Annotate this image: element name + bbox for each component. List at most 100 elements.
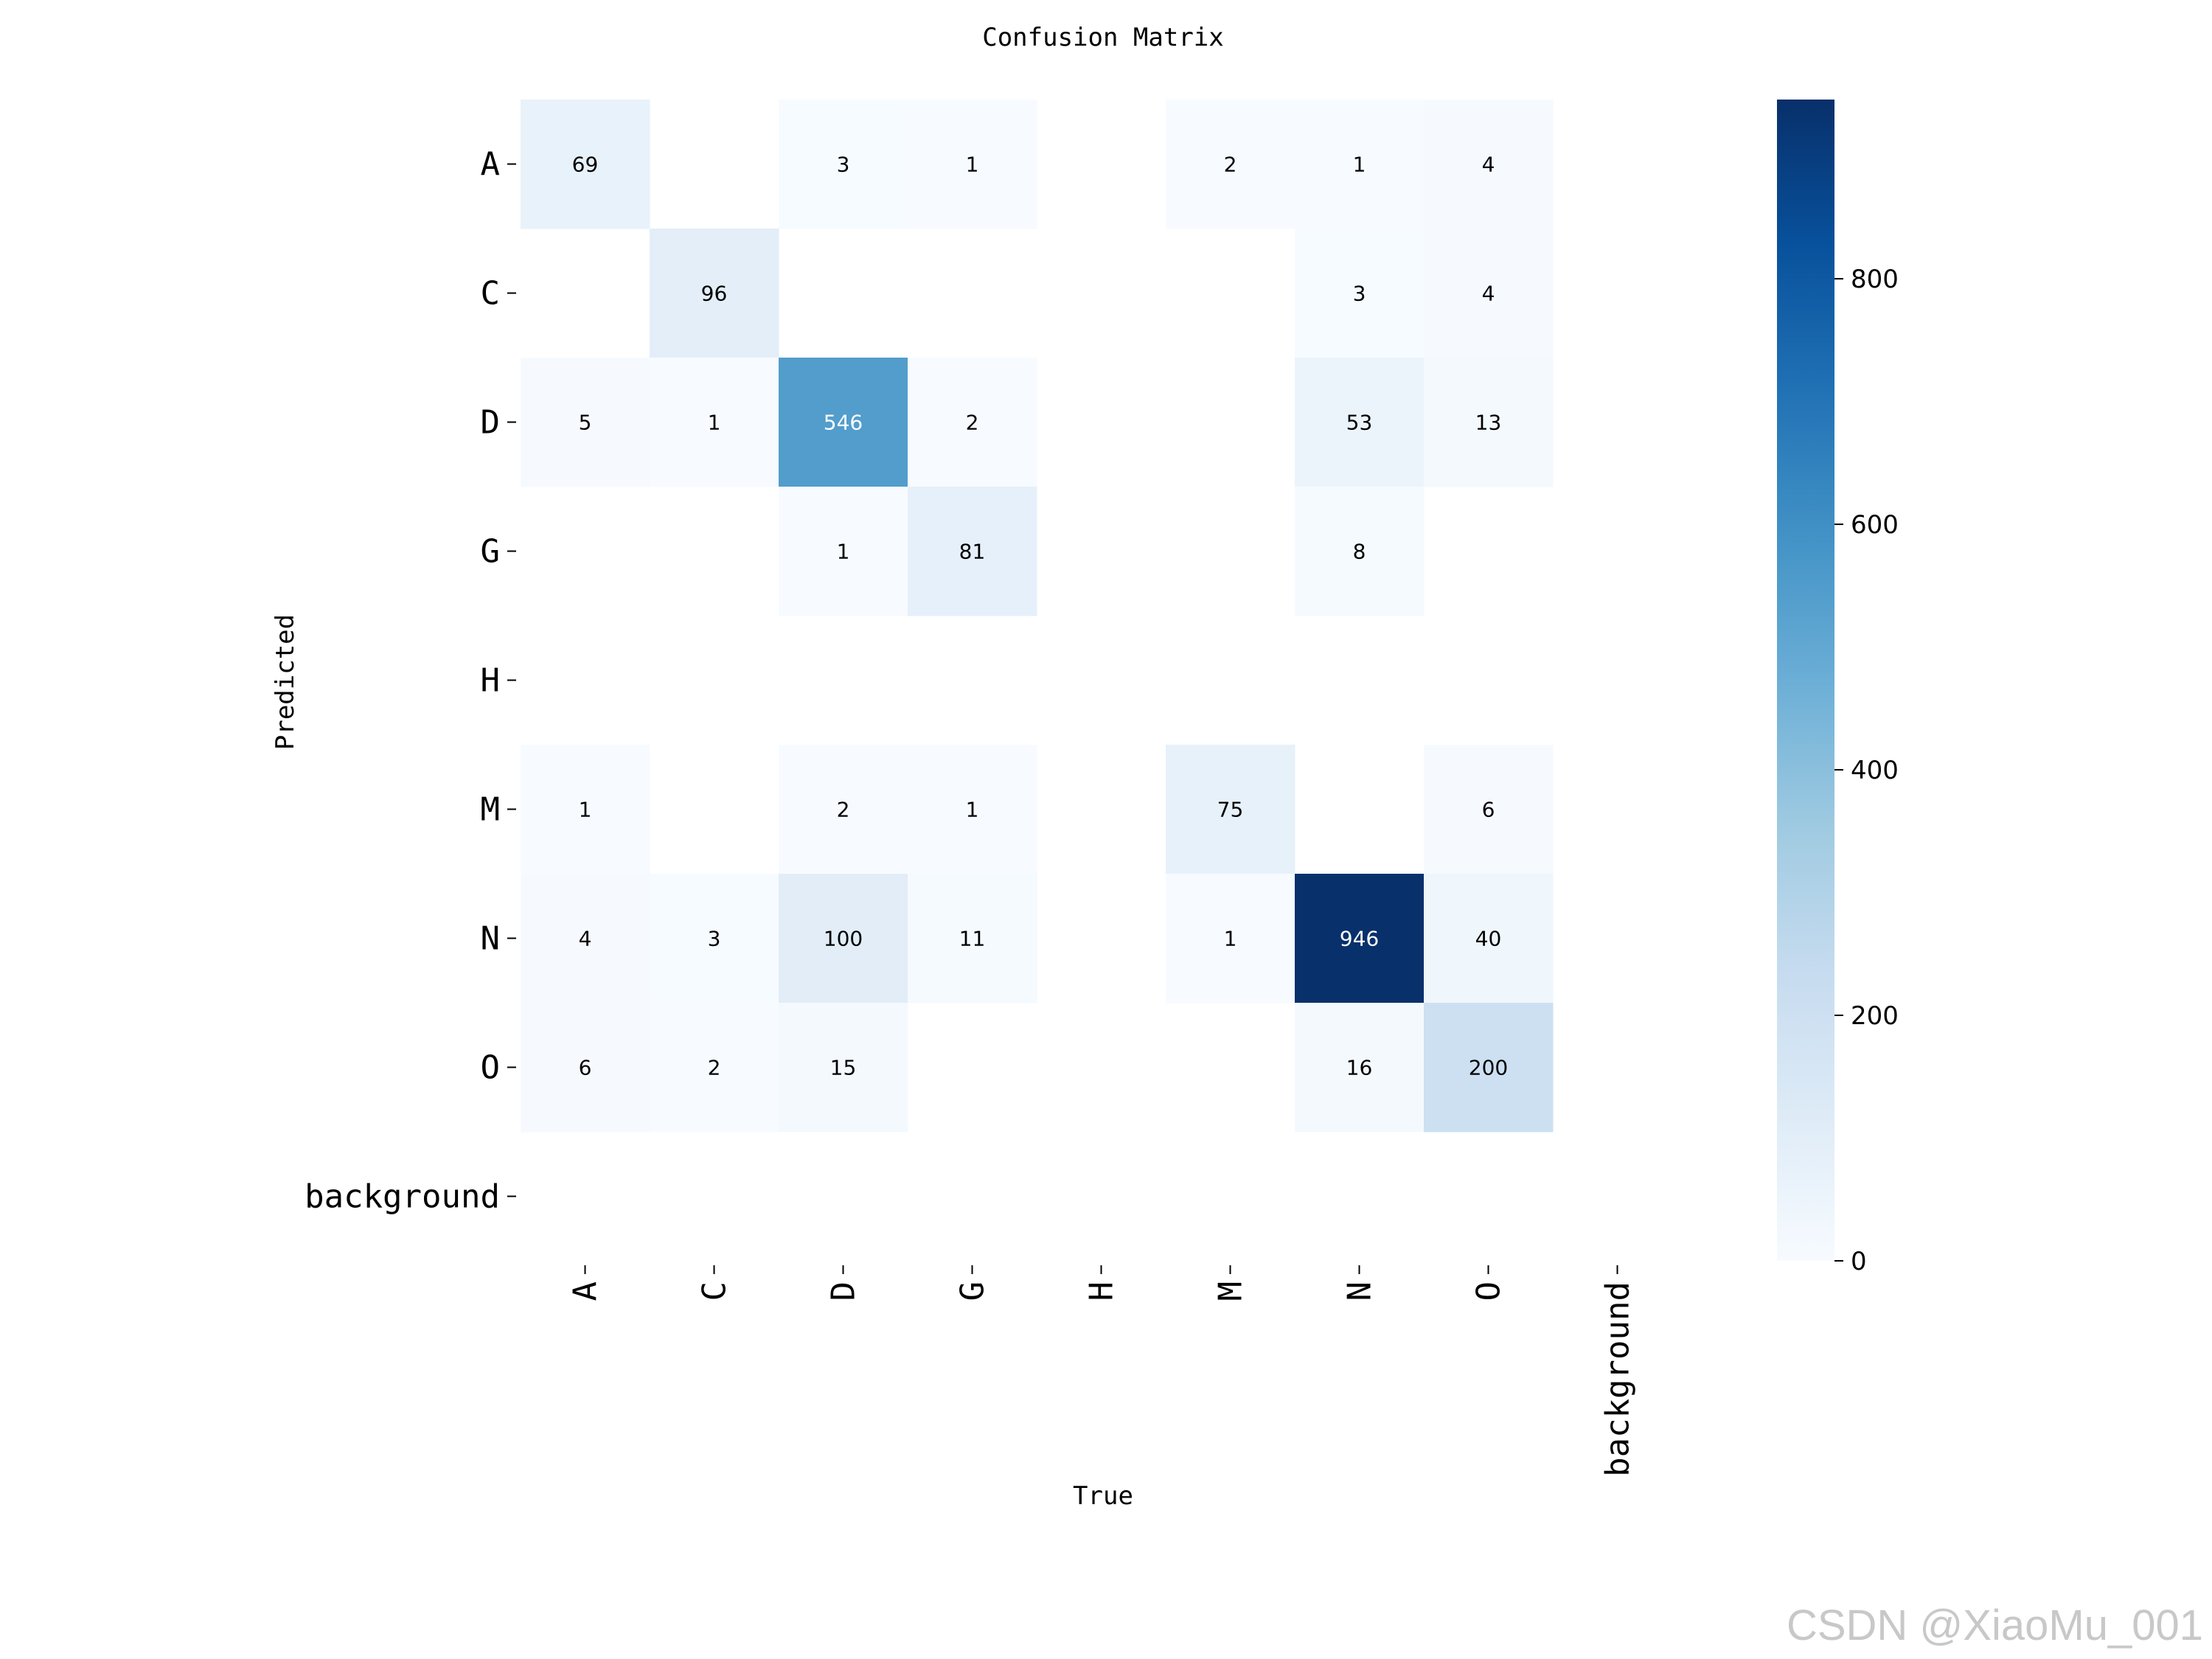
cell-value-label: 6 [1482,798,1495,822]
heatmap-cell [1295,1003,1425,1133]
y-axis-label: Predicted [271,614,300,750]
colorbar-tick-label: 600 [1851,510,1899,540]
y-tick-label: G [481,533,501,571]
x-tick-label: A [567,1281,605,1301]
cell-value-label: 69 [572,153,599,177]
heatmap-cell [650,874,779,1004]
cell-value-label: 53 [1346,411,1373,435]
cell-value-label: 8 [1353,540,1366,564]
heatmap-cell [1295,358,1425,487]
cell-value-label: 5 [579,411,592,435]
heatmap-cell [1424,358,1554,487]
cell-value-label: 15 [830,1056,857,1080]
heatmap-cell [650,229,779,358]
heatmap-cell [1295,229,1425,358]
heatmap-cell [779,1003,908,1133]
cell-value-label: 1 [966,798,979,822]
colorbar-tick-label: 200 [1851,1001,1899,1031]
cell-value-label: 1 [708,411,721,435]
heatmap-cell [1166,874,1295,1004]
cell-value-label: 2 [837,798,850,822]
heatmap-cell [521,100,650,229]
x-tick-label: D [825,1281,863,1301]
cell-value-label: 1 [1353,153,1366,177]
cell-value-label: 13 [1475,411,1502,435]
cell-value-label: 6 [579,1056,592,1080]
x-tick-label: M [1212,1281,1250,1301]
heatmap-cell [908,874,1037,1004]
y-tick-label: A [481,146,501,184]
heatmap-cell [521,358,650,487]
colorbar-tick-label: 400 [1851,756,1899,785]
chart-title: Confusion Matrix [982,23,1224,52]
x-tick-label: H [1083,1281,1121,1301]
heatmap-cell [779,745,908,874]
heatmap-cell [1295,487,1425,616]
heatmap-cell [1424,1003,1554,1133]
heatmap-cell [779,874,908,1004]
heatmap-cell [1424,100,1554,229]
cell-value-label: 4 [579,927,592,951]
cell-value-label: 3 [837,153,850,177]
cell-value-label: 3 [1353,282,1366,306]
heatmap-cell [908,745,1037,874]
x-tick-label: N [1341,1281,1379,1301]
y-tick-label: C [481,275,501,313]
cell-value-label: 40 [1475,927,1502,951]
heatmap-cell [779,487,908,616]
cell-value-label: 1 [579,798,592,822]
heatmap-cells [521,100,1554,1133]
y-tick-label: D [481,404,501,442]
cell-value-label: 1 [1224,927,1237,951]
heatmap-cell [1166,100,1295,229]
heatmap-cell [908,358,1037,487]
cell-value-label: 100 [824,927,863,951]
y-tick-label: background [305,1178,500,1216]
x-tick-label: background [1599,1281,1637,1477]
heatmap-cell [1295,100,1425,229]
heatmap-cell [521,874,650,1004]
cell-value-label: 96 [701,282,728,306]
colorbar-tick-label: 0 [1851,1247,1867,1276]
heatmap-cell [779,100,908,229]
heatmap-cell [1295,874,1425,1004]
cell-value-label: 2 [966,411,979,435]
cell-value-label: 11 [959,927,986,951]
watermark-text: CSDN @XiaoMu_001 [1786,1601,2203,1649]
x-tick-label: C [696,1281,734,1301]
cell-value-labels: 69 3 1 2 1 496 3 45 1 546 2 53 131 81 81 2 1 75 64 3 100 11 1 9… [572,153,1509,1080]
cell-value-label: 3 [708,927,721,951]
cell-value-label: 2 [1224,153,1237,177]
y-tick-label: N [481,920,501,958]
y-tick-label: M [481,791,501,829]
heatmap-cell [779,358,908,487]
heatmap-cell [1424,874,1554,1004]
cell-value-label: 16 [1346,1056,1373,1080]
heatmap-cell [1424,745,1554,874]
heatmap-cell [521,745,650,874]
heatmap-cell [908,487,1037,616]
x-tick-label: O [1470,1281,1508,1301]
colorbar-tick-label: 800 [1851,265,1899,294]
heatmap-cell [1166,745,1295,874]
cell-value-label: 1 [966,153,979,177]
heatmap-cell [908,100,1037,229]
heatmap-cell [521,1003,650,1133]
x-tick-label: G [954,1281,992,1301]
cell-value-label: 4 [1482,153,1495,177]
cell-value-label: 2 [708,1056,721,1080]
heatmap-cell [650,358,779,487]
colorbar-ticks: 0 200 400 600 800 [1834,265,1899,1276]
cell-value-label: 4 [1482,282,1495,306]
heatmap-cell [1424,229,1554,358]
cell-value-label: 946 [1340,927,1379,951]
colorbar [1777,100,1834,1261]
cell-value-label: 1 [837,540,850,564]
cell-value-label: 200 [1469,1056,1508,1080]
cell-value-label: 546 [824,411,863,435]
x-axis-label: True [1073,1481,1133,1511]
heatmap-cell [650,1003,779,1133]
